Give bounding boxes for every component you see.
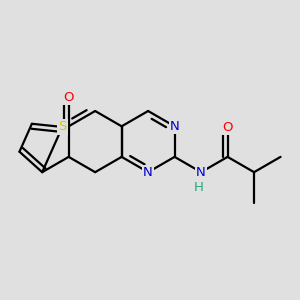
Text: O: O bbox=[222, 121, 233, 134]
Text: N: N bbox=[170, 120, 179, 133]
Text: S: S bbox=[58, 121, 67, 134]
Text: O: O bbox=[63, 91, 74, 104]
Text: N: N bbox=[196, 166, 206, 179]
Text: N: N bbox=[143, 166, 153, 179]
Text: H: H bbox=[194, 181, 204, 194]
